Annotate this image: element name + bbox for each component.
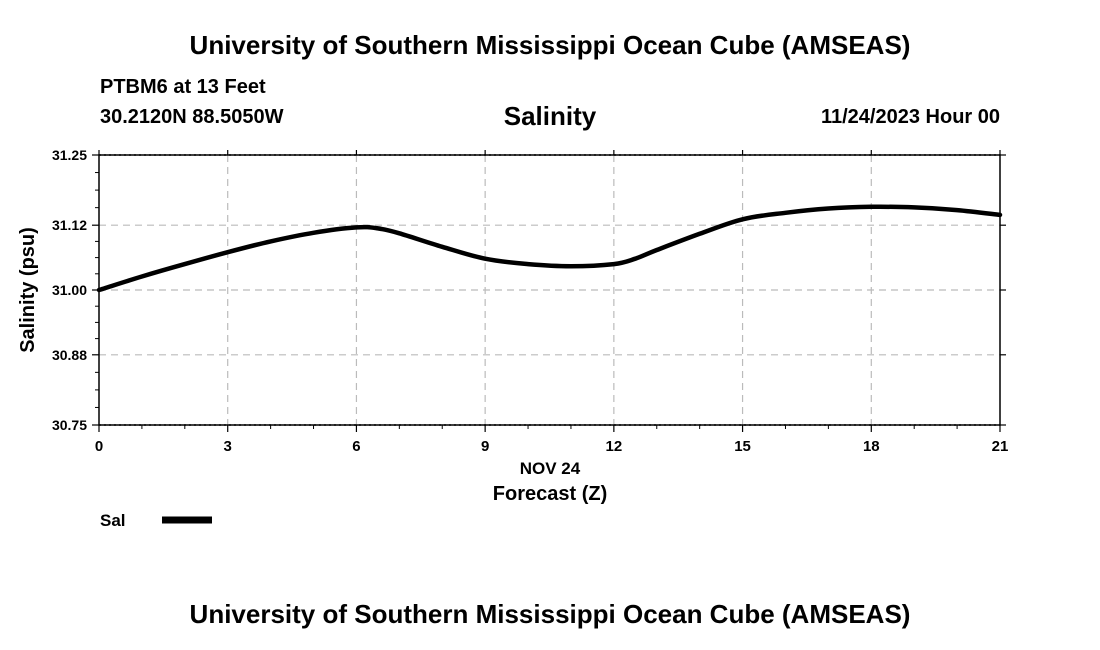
x-tick-label: 18 bbox=[863, 438, 880, 455]
y-tick-label: 30.75 bbox=[52, 417, 87, 433]
x-axis-title: Forecast (Z) bbox=[493, 483, 607, 505]
axis-ticks bbox=[92, 150, 1006, 432]
legend: Sal bbox=[100, 511, 212, 530]
station-label: PTBM6 at 13 Feet bbox=[100, 76, 266, 98]
coordinates-label: 30.2120N 88.5050W bbox=[100, 106, 284, 128]
tick-labels: 0 3 6 9 12 15 18 21 30.75 30.88 31.00 31.12 31.25 bbox=[52, 147, 1008, 455]
header-title: University of Southern Mississippi Ocean… bbox=[189, 30, 911, 60]
chart-title: Salinity bbox=[503, 101, 597, 131]
x-tick-label: 15 bbox=[734, 438, 751, 455]
x-axis-date-label: NOV 24 bbox=[520, 459, 581, 478]
y-tick-label: 31.00 bbox=[52, 282, 87, 298]
x-tick-label: 6 bbox=[352, 438, 360, 455]
datetime-label: 11/24/2023 Hour 00 bbox=[820, 106, 1000, 128]
y-tick-label: 31.12 bbox=[52, 217, 87, 233]
salinity-line bbox=[96, 204, 1003, 293]
x-tick-label: 0 bbox=[95, 438, 103, 455]
x-tick-label: 12 bbox=[606, 438, 623, 455]
grid bbox=[99, 154, 1000, 426]
x-tick-label: 9 bbox=[481, 438, 489, 455]
y-axis-title: Salinity (psu) bbox=[17, 227, 39, 353]
y-tick-label: 30.88 bbox=[52, 347, 87, 363]
legend-label: Sal bbox=[100, 511, 126, 530]
y-tick-label: 31.25 bbox=[52, 147, 87, 163]
x-tick-label: 21 bbox=[992, 438, 1009, 455]
footer-title: University of Southern Mississippi Ocean… bbox=[189, 599, 911, 629]
x-tick-label: 3 bbox=[224, 438, 232, 455]
